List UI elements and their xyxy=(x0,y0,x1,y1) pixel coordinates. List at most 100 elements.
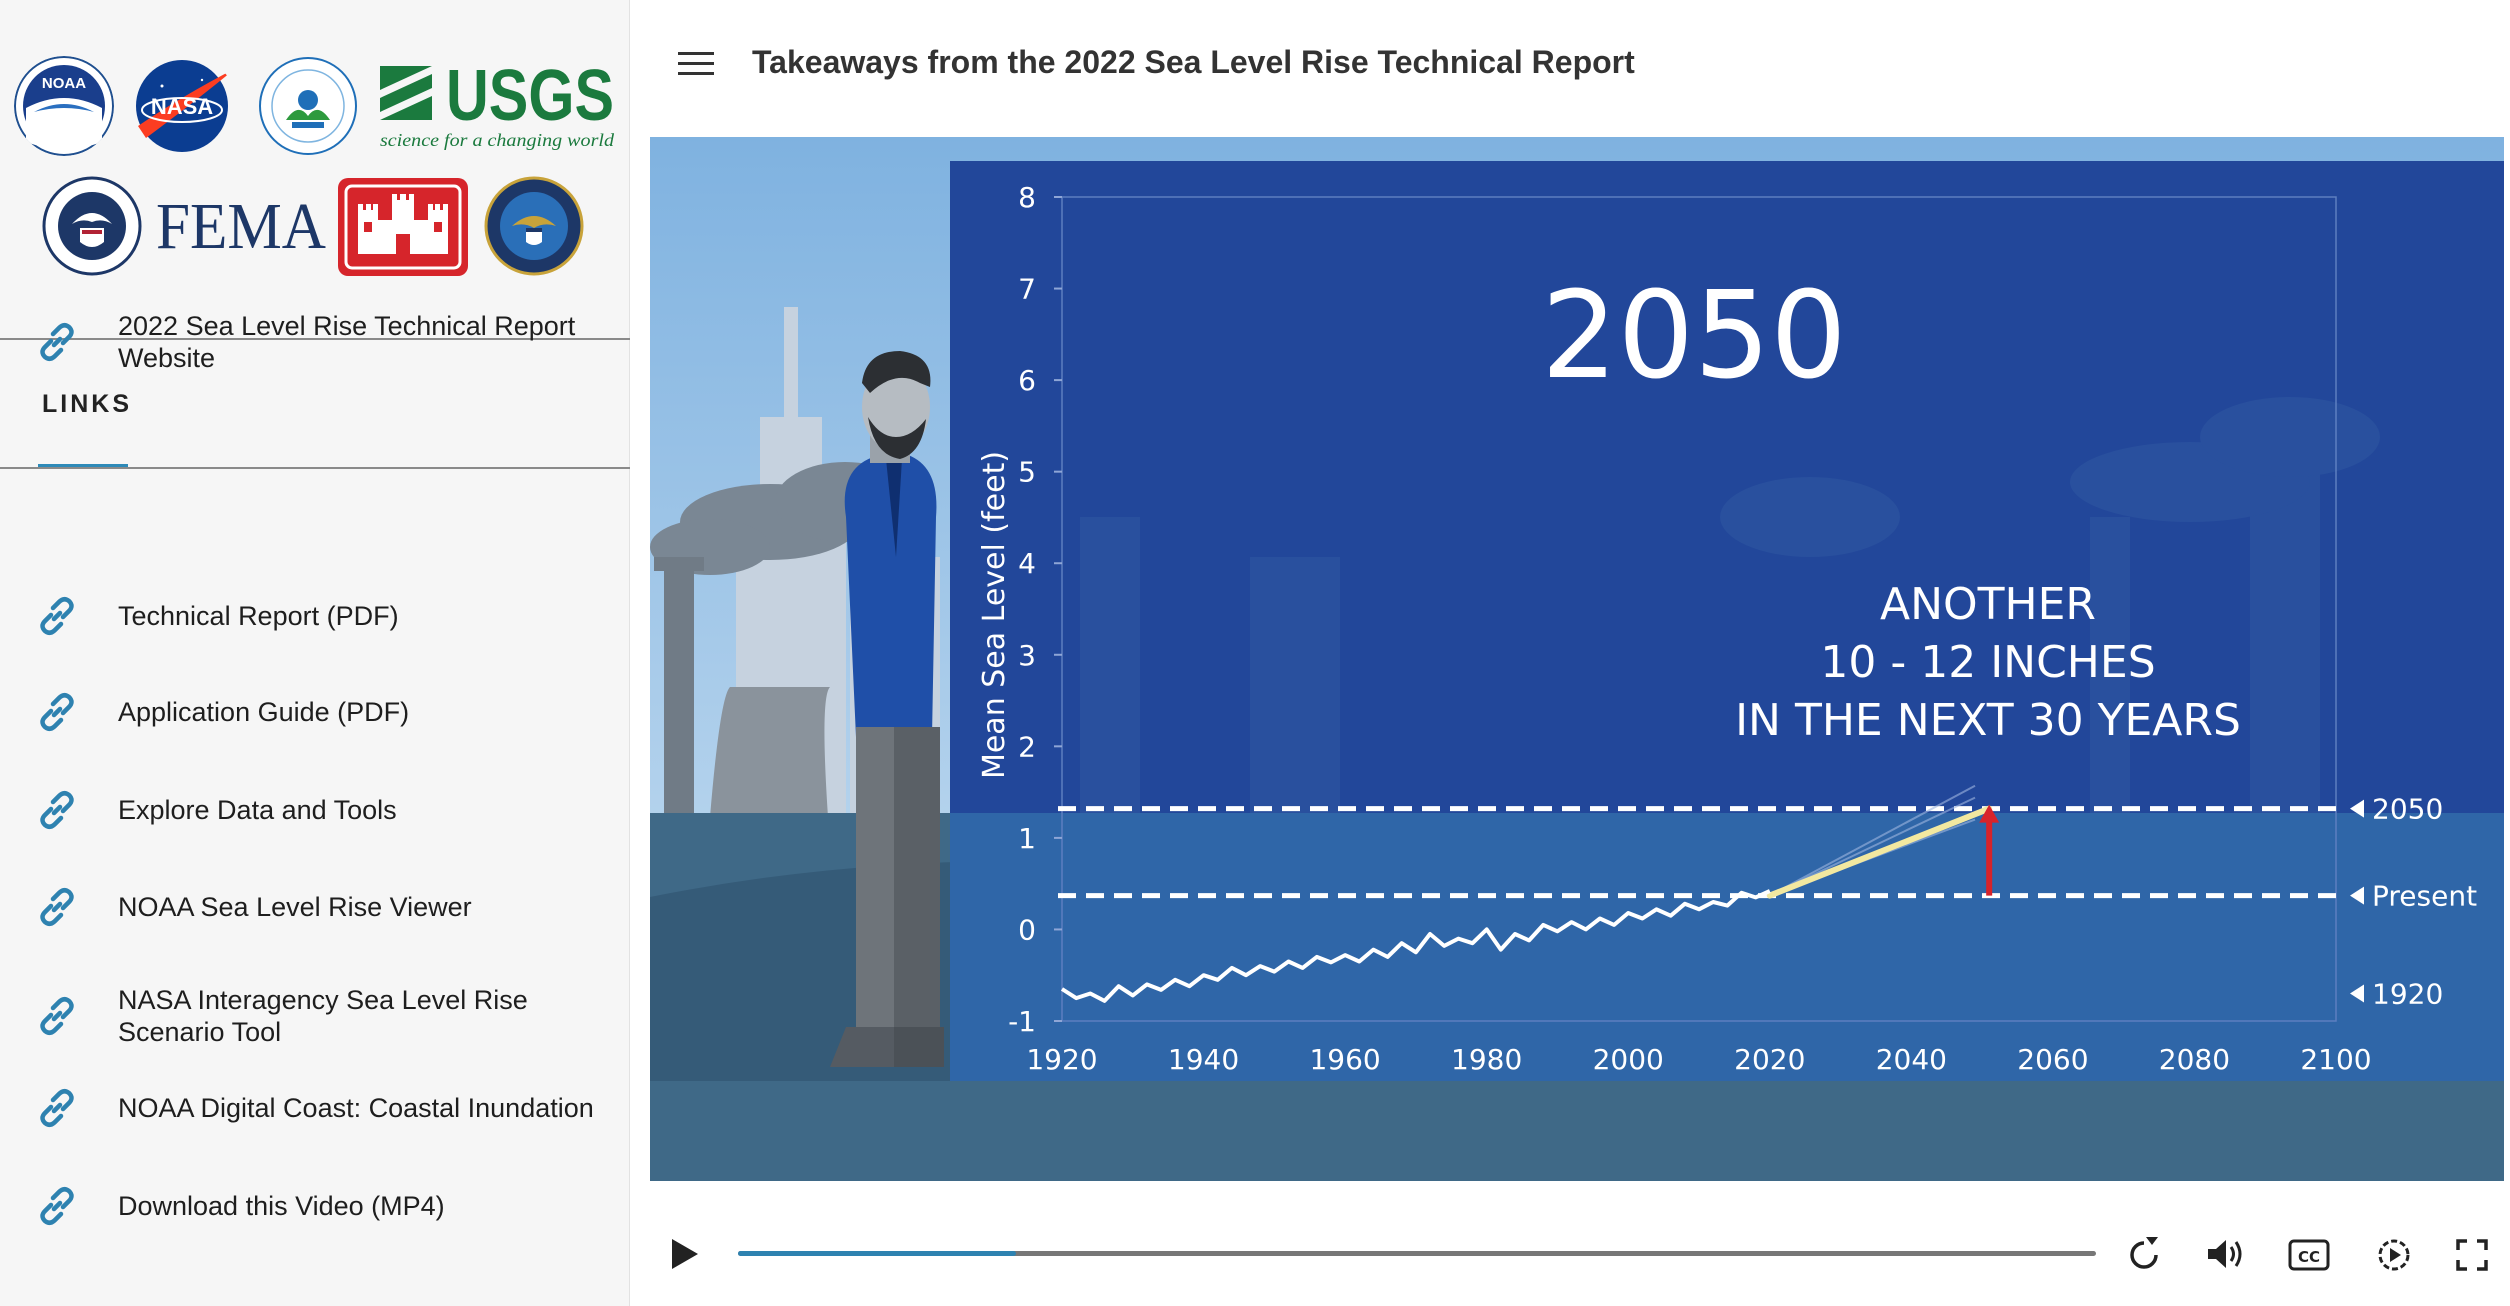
link-label: NASA Interagency Sea Level Rise Scenario … xyxy=(118,984,528,1048)
link-label: Explore Data and Tools xyxy=(118,794,397,826)
link-item[interactable]: Application Guide (PDF) xyxy=(36,692,616,732)
nasa-logo[interactable]: NASA xyxy=(132,56,238,156)
dhs-logo[interactable] xyxy=(42,176,142,276)
link-item[interactable]: Explore Data and Tools xyxy=(36,790,616,830)
progress-fill xyxy=(738,1251,1017,1256)
link-label-line: Explore Data and Tools xyxy=(118,795,397,825)
logos-divider xyxy=(0,338,630,340)
noaa-logo[interactable]: NOAA xyxy=(14,56,114,156)
hamburger-icon[interactable] xyxy=(678,52,714,76)
chart-water xyxy=(950,813,2504,1081)
playback-speed-icon[interactable] xyxy=(2376,1237,2412,1273)
y-tick-label: 8 xyxy=(1018,181,1036,214)
nasa-logo-text: NASA xyxy=(151,94,213,119)
usgs-logo-text: USGS xyxy=(446,60,614,136)
link-item[interactable]: 2022 Sea Level Rise Technical Report Webs… xyxy=(36,310,616,374)
volume-icon[interactable] xyxy=(2206,1237,2246,1271)
sea-level-chart: 8 7 6 5 4 3 2 1 0 -1 1920 1940 1960 1980 2000 2020 2040 2… xyxy=(977,181,2477,1076)
noaa-logo-text: NOAA xyxy=(42,75,86,92)
reference-label: 2050 xyxy=(2372,793,2443,826)
plot-frame xyxy=(1061,196,2337,1022)
caption-line-1: ANOTHER xyxy=(1880,579,2096,630)
factory xyxy=(654,557,830,817)
links-divider xyxy=(0,467,630,469)
sidebar: NOAA NASA USGS science for a chan xyxy=(0,0,630,1306)
observed-series-line xyxy=(1060,889,1771,1003)
fema-logo[interactable]: FEMA xyxy=(156,190,332,260)
link-label: NOAA Sea Level Rise Viewer xyxy=(118,891,472,923)
y-tick-label: 2 xyxy=(1018,730,1036,763)
x-tick-label: 1940 xyxy=(1168,1043,1239,1076)
y-tick-label: 6 xyxy=(1018,364,1036,397)
video-title: Takeaways from the 2022 Sea Level Rise T… xyxy=(752,44,1635,80)
y-tick-label: 1 xyxy=(1018,822,1036,855)
reference-label: Present xyxy=(2372,880,2477,913)
dod-logo[interactable] xyxy=(484,176,584,276)
link-label-line: Scenario Tool xyxy=(118,1017,282,1047)
links-heading: LINKS xyxy=(42,390,132,418)
projection-range-line xyxy=(1769,784,1976,897)
video-controls: CC xyxy=(650,1195,2504,1306)
x-tick-label: 2060 xyxy=(2017,1043,2088,1076)
link-icon xyxy=(40,1089,74,1127)
x-tick-label: 2080 xyxy=(2159,1043,2230,1076)
projection-line xyxy=(1766,805,1993,899)
link-label-line: NOAA Digital Coast: Coastal Inundation xyxy=(118,1093,594,1123)
caption-line-2: 10 - 12 INCHES xyxy=(1820,637,2155,688)
link-label: 2022 Sea Level Rise Technical Report Webs… xyxy=(118,310,575,374)
big-year: 2050 xyxy=(1541,267,1846,406)
link-item[interactable]: NOAA Sea Level Rise Viewer xyxy=(36,887,616,927)
person-illustration xyxy=(830,351,944,1067)
y-tick-label: 0 xyxy=(1018,913,1036,946)
video-player[interactable]: 8 7 6 5 4 3 2 1 0 -1 1920 1940 1960 1980 2000 2020 2040 2… xyxy=(650,137,2504,1181)
x-tick-label: 1980 xyxy=(1451,1043,1522,1076)
usace-logo[interactable] xyxy=(336,176,470,278)
links-tab-underline xyxy=(38,464,128,468)
link-item[interactable]: NASA Interagency Sea Level Rise Scenario … xyxy=(36,984,616,1048)
link-label: Technical Report (PDF) xyxy=(118,600,399,632)
cc-label: CC xyxy=(2298,1248,2320,1266)
link-icon xyxy=(40,323,74,361)
link-label-line: Technical Report (PDF) xyxy=(118,601,399,631)
y-tick-label: -1 xyxy=(1008,1005,1036,1038)
x-tick-label: 2040 xyxy=(1876,1043,1947,1076)
link-icon xyxy=(40,1187,74,1225)
fema-logo-text: FEMA xyxy=(156,190,326,260)
link-label: Application Guide (PDF) xyxy=(118,696,409,728)
x-tick-label: 2000 xyxy=(1593,1043,1664,1076)
closed-captions-icon[interactable]: CC xyxy=(2288,1239,2330,1271)
link-item[interactable]: Technical Report (PDF) xyxy=(36,596,616,636)
link-item[interactable]: Download this Video (MP4) xyxy=(36,1186,616,1226)
link-label-line: Application Guide (PDF) xyxy=(118,697,410,727)
link-label-line: Website xyxy=(118,343,216,373)
link-label: NOAA Digital Coast: Coastal Inundation xyxy=(118,1092,594,1124)
reference-marker xyxy=(2350,886,2364,905)
progress-bar[interactable] xyxy=(738,1251,2096,1256)
x-tick-label: 2020 xyxy=(1734,1043,1805,1076)
epa-logo[interactable] xyxy=(258,56,358,156)
y-tick-label: 4 xyxy=(1018,547,1036,580)
y-tick-label: 3 xyxy=(1018,639,1036,672)
replay-icon[interactable] xyxy=(2126,1237,2162,1273)
link-icon xyxy=(40,888,74,926)
y-tick-label: 5 xyxy=(1018,456,1036,489)
reference-marker xyxy=(2350,799,2364,818)
lower-water xyxy=(650,1081,2504,1181)
usgs-logo[interactable]: USGS science for a changing world xyxy=(378,60,618,152)
link-icon xyxy=(40,693,74,731)
fullscreen-icon[interactable] xyxy=(2456,1239,2488,1271)
play-icon[interactable] xyxy=(668,1237,700,1271)
caption-line-3: IN THE NEXT 30 YEARS xyxy=(1735,695,2241,746)
link-icon xyxy=(40,791,74,829)
link-label-line: Download this Video (MP4) xyxy=(118,1191,445,1221)
marker-label: 1920 xyxy=(2372,978,2443,1011)
x-tick-label: 1960 xyxy=(1309,1043,1380,1076)
y-axis-label: Mean Sea Level (feet) xyxy=(977,451,1012,779)
link-icon xyxy=(40,997,74,1035)
link-icon xyxy=(40,597,74,635)
link-label-line: NASA Interagency Sea Level Rise xyxy=(118,985,528,1015)
link-item[interactable]: NOAA Digital Coast: Coastal Inundation xyxy=(36,1088,616,1128)
link-label-line: NOAA Sea Level Rise Viewer xyxy=(118,892,472,922)
x-tick-label: 2100 xyxy=(2300,1043,2371,1076)
usgs-tagline: science for a changing world xyxy=(380,130,615,150)
